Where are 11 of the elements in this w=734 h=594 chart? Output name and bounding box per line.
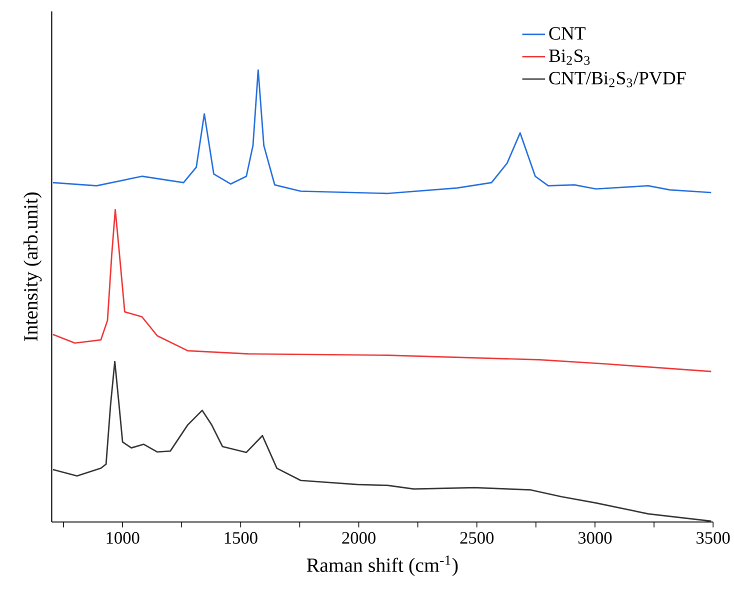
x-tick-label: 2500: [460, 532, 494, 544]
x-axis-title: Raman shift (cm$^{-1}$): [306, 556, 458, 576]
legend-label: CNT/Bi$_{2}$S$_{3}$/PVDF: [549, 72, 686, 88]
x-tick-label: 1000: [106, 532, 140, 544]
x-tick-label: 1500: [224, 532, 258, 544]
y-axis-title: Intensity (arb.unit): [24, 192, 42, 341]
x-tick-label: 2000: [342, 532, 376, 544]
x-tick-label: 3000: [578, 532, 612, 544]
legend-label: CNT: [549, 27, 586, 40]
legend-label: Bi$_{2}$S$_{3}$: [548, 50, 590, 65]
x-tick-label: 3500: [696, 532, 730, 544]
